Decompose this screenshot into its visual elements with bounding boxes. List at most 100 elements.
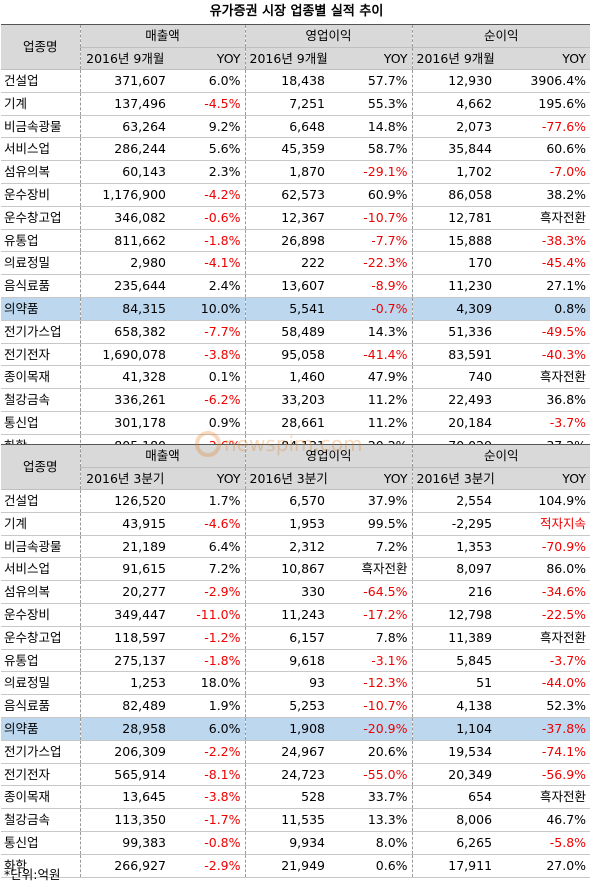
operating-profit-yoy: 55.3%: [329, 92, 413, 116]
net-income-yoy: 흑자전환: [496, 785, 591, 810]
operating-profit-value: 33,203: [245, 388, 330, 412]
table-row: 비금속광물 21,189 6.4% 2,312 7.2% 1,353 -70.9%: [1, 535, 591, 559]
revenue-value: 301,178: [80, 411, 170, 435]
net-income-yoy: 적자지속: [496, 512, 591, 536]
operating-profit-value: 6,157: [245, 626, 330, 650]
net-income-yoy: 흑자전환: [496, 206, 591, 230]
operating-profit-yoy: -22.3%: [329, 251, 413, 276]
operating-profit-yoy: -12.3%: [329, 671, 413, 696]
revenue-yoy: 2.4%: [170, 274, 246, 298]
revenue-value: 20,277: [80, 580, 170, 604]
table-row: 서비스업 91,615 7.2% 10,867 흑자전환 8,097 86.0%: [1, 557, 591, 582]
net-income-yoy: -37.8%: [496, 717, 591, 741]
operating-profit-yoy: -20.9%: [329, 717, 413, 741]
net-income-value: 2,073: [412, 115, 497, 139]
revenue-value: 336,261: [80, 388, 170, 412]
operating-profit-value: 45,359: [245, 137, 330, 162]
period-label: 2016년 9개월: [412, 47, 497, 70]
table-row: 의약품 28,958 6.0% 1,908 -20.9% 1,104 -37.8%: [1, 717, 591, 741]
category-name: 화학: [1, 854, 81, 878]
operating-profit-value: 1,870: [245, 160, 330, 184]
operating-profit-header: 영업이익: [245, 24, 413, 48]
table-row: 종이목재 41,328 0.1% 1,460 47.9% 740 흑자전환: [1, 365, 591, 390]
category-name: 통신업: [1, 831, 81, 855]
category-name: 유통업: [1, 229, 81, 253]
operating-profit-value: 528: [245, 785, 330, 810]
net-income-value: 20,349: [412, 763, 497, 787]
net-income-value: 20,184: [412, 411, 497, 435]
net-income-yoy: -3.7%: [496, 649, 591, 673]
operating-profit-yoy: -17.2%: [329, 603, 413, 627]
net-income-value: 11,230: [412, 274, 497, 298]
operating-profit-value: 6,570: [245, 489, 330, 513]
net-income-value: 5,845: [412, 649, 497, 673]
revenue-yoy: 2.3%: [170, 160, 246, 184]
operating-profit-header: 영업이익: [245, 444, 413, 468]
category-name: 종이목재: [1, 785, 81, 810]
table-row: 유통업 811,662 -1.8% 26,898 -7.7% 15,888 -38.3%: [1, 229, 591, 253]
table-row: 음식료품 82,489 1.9% 5,253 -10.7% 4,138 52.3%: [1, 694, 591, 718]
revenue-yoy: -2.2%: [170, 740, 246, 764]
category-name: 철강금속: [1, 388, 81, 412]
table-row: 통신업 99,383 -0.8% 9,934 8.0% 6,265 -5.8%: [1, 831, 591, 855]
net-income-value: 11,389: [412, 626, 497, 650]
operating-profit-yoy: -41.4%: [329, 343, 413, 367]
revenue-yoy: -1.7%: [170, 808, 246, 832]
category-header: 업종명: [1, 24, 81, 70]
revenue-yoy: -6.2%: [170, 388, 246, 412]
operating-profit-value: 6,648: [245, 115, 330, 139]
yoy-label: YOY: [496, 47, 591, 70]
net-income-yoy: 3906.4%: [496, 69, 591, 93]
net-income-value: 170: [412, 251, 497, 276]
operating-profit-yoy: -10.7%: [329, 694, 413, 718]
net-income-value: 6,265: [412, 831, 497, 855]
period-label: 2016년 3분기: [80, 467, 170, 490]
net-income-value: 17,911: [412, 854, 497, 878]
revenue-value: 28,958: [80, 717, 170, 741]
net-income-yoy: 104.9%: [496, 489, 591, 513]
table-row: 서비스업 286,244 5.6% 45,359 58.7% 35,844 60.6%: [1, 137, 591, 162]
operating-profit-yoy: -7.7%: [329, 229, 413, 253]
net-income-value: 216: [412, 580, 497, 604]
table-row: 기계 43,915 -4.6% 1,953 99.5% -2,295 적자지속: [1, 512, 591, 536]
operating-profit-yoy: -8.9%: [329, 274, 413, 298]
operating-profit-yoy: 11.2%: [329, 388, 413, 412]
revenue-value: 84,315: [80, 297, 170, 321]
category-name: 전기전자: [1, 343, 81, 367]
table-row: 전기전자 565,914 -8.1% 24,723 -55.0% 20,349 -56.9%: [1, 763, 591, 787]
revenue-yoy: 1.7%: [170, 489, 246, 513]
revenue-yoy: -4.6%: [170, 512, 246, 536]
yoy-label: YOY: [170, 47, 246, 70]
operating-profit-value: 330: [245, 580, 330, 604]
operating-profit-yoy: 33.7%: [329, 785, 413, 810]
operating-profit-value: 95,058: [245, 343, 330, 367]
net-income-value: 35,844: [412, 137, 497, 162]
net-income-value: 12,798: [412, 603, 497, 627]
operating-profit-yoy: -0.7%: [329, 297, 413, 321]
net-income-value: 8,006: [412, 808, 497, 832]
table-nine-months: 업종명 매출액 영업이익 순이익 2016년 9개월 YOY 2016년 9개월…: [1, 24, 591, 458]
table-row: 운수장비 349,447 -11.0% 11,243 -17.2% 12,798 -22.5…: [1, 603, 591, 627]
category-name: 서비스업: [1, 137, 81, 162]
table-row: 의료정밀 2,980 -4.1% 222 -22.3% 170 -45.4%: [1, 251, 591, 276]
category-name: 운수장비: [1, 183, 81, 207]
category-name: 유통업: [1, 649, 81, 673]
operating-profit-value: 7,251: [245, 92, 330, 116]
net-income-header: 순이익: [412, 24, 591, 48]
revenue-value: 811,662: [80, 229, 170, 253]
operating-profit-value: 58,489: [245, 320, 330, 344]
category-name: 의료정밀: [1, 671, 81, 696]
operating-profit-yoy: 13.3%: [329, 808, 413, 832]
revenue-yoy: -2.9%: [170, 580, 246, 604]
category-name: 전기가스업: [1, 740, 81, 764]
operating-profit-value: 10,867: [245, 557, 330, 582]
net-income-yoy: -56.9%: [496, 763, 591, 787]
revenue-yoy: -1.2%: [170, 626, 246, 650]
net-income-value: 51,336: [412, 320, 497, 344]
period-label: 2016년 9개월: [245, 47, 330, 70]
table-row: 전기가스업 658,382 -7.7% 58,489 14.3% 51,336 -49.5%: [1, 320, 591, 344]
operating-profit-yoy: -3.1%: [329, 649, 413, 673]
category-name: 기계: [1, 512, 81, 536]
revenue-value: 41,328: [80, 365, 170, 390]
net-income-yoy: -38.3%: [496, 229, 591, 253]
